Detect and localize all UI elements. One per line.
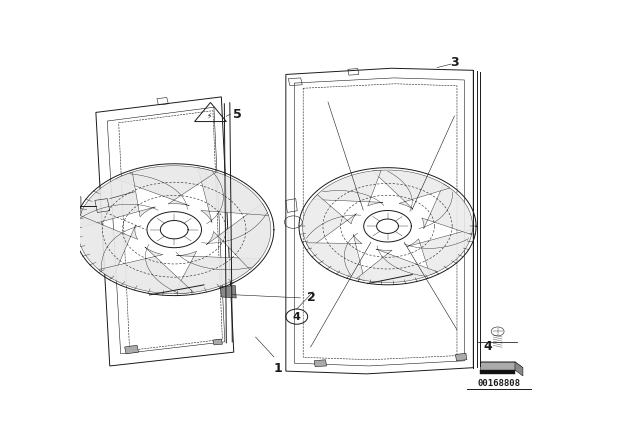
Text: 5: 5 — [233, 108, 241, 121]
Polygon shape — [206, 203, 271, 270]
Polygon shape — [174, 251, 260, 293]
Polygon shape — [125, 345, 138, 354]
Polygon shape — [456, 353, 467, 361]
Text: 00168808: 00168808 — [477, 379, 520, 388]
Text: 4: 4 — [484, 340, 493, 353]
Polygon shape — [213, 339, 222, 345]
Polygon shape — [71, 195, 81, 216]
Text: 1: 1 — [274, 362, 283, 375]
Polygon shape — [407, 229, 472, 275]
Polygon shape — [422, 184, 472, 235]
Polygon shape — [313, 170, 383, 206]
Polygon shape — [480, 370, 515, 374]
Polygon shape — [77, 215, 138, 279]
Polygon shape — [480, 362, 523, 368]
Text: ⚡: ⚡ — [206, 112, 212, 121]
Polygon shape — [480, 362, 515, 370]
Text: 3: 3 — [450, 56, 459, 69]
Polygon shape — [198, 168, 268, 223]
Polygon shape — [515, 362, 523, 376]
Text: 4: 4 — [293, 312, 301, 322]
Polygon shape — [314, 360, 326, 366]
Polygon shape — [303, 194, 356, 248]
Text: 2: 2 — [307, 292, 316, 305]
Polygon shape — [307, 234, 365, 280]
Polygon shape — [220, 285, 236, 298]
Polygon shape — [372, 170, 450, 209]
Polygon shape — [116, 166, 216, 206]
Polygon shape — [77, 172, 156, 228]
Polygon shape — [99, 247, 194, 293]
Polygon shape — [356, 249, 437, 282]
